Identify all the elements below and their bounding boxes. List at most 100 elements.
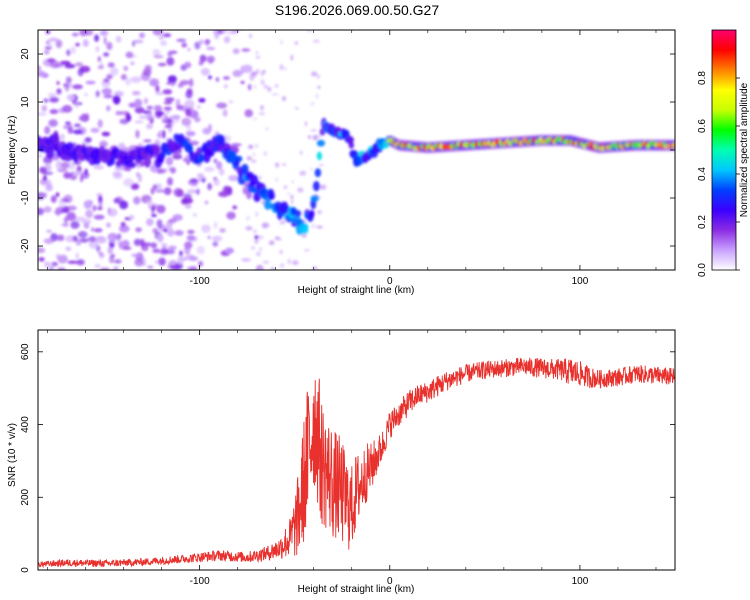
spectrogram-cell: [39, 166, 47, 174]
spectrogram-cell: [134, 98, 143, 108]
spectrogram-cell: [74, 100, 80, 109]
spectrogram-cell: [223, 186, 230, 191]
spectrogram-cell: [165, 109, 171, 114]
spectrogram-cell: [160, 40, 168, 46]
spectrogram-cell: [55, 192, 60, 198]
spectrogram-cell: [242, 64, 253, 73]
colorbar-tick-label: 0.0: [697, 263, 708, 277]
spectrogram-cell: [103, 78, 110, 83]
spectrogram-cell: [67, 127, 74, 134]
spectrogram-cell: [46, 229, 52, 233]
spectrogram-cell: [113, 259, 122, 264]
spectrogram-cell: [176, 105, 184, 111]
spectrogram-cell: [99, 61, 104, 70]
spectrogram-cell: [274, 236, 280, 240]
spectrogram-cell: [240, 80, 245, 84]
spectrogram-cell: [123, 65, 129, 72]
spectrogram-cell: [181, 117, 192, 127]
spectrogram-cell: [95, 245, 101, 252]
spectrogram-cell: [281, 96, 287, 102]
spectrogram-cell: [81, 218, 92, 225]
spectrogram-cell: [167, 52, 173, 57]
spectrogram-ylabel: Frequency (Hz): [7, 116, 18, 185]
spectrogram-cell: [241, 48, 251, 52]
spectrogram-cell: [110, 253, 116, 258]
spectrogram-cell: [279, 250, 283, 254]
spectrogram-cell: [262, 260, 270, 264]
spectrogram-cell: [310, 101, 315, 106]
colorbar: 0.0 0.2 0.4 0.6 0.8 Normalized spectral ampl…: [697, 29, 750, 277]
spectrogram-cell: [125, 77, 132, 86]
spectrogram-cell: [146, 123, 153, 130]
spectrogram-cell: [316, 134, 322, 138]
spectrogram-cell: [345, 135, 355, 144]
spectrogram-cell: [75, 42, 80, 47]
spectrogram-cell: [263, 199, 272, 210]
spectrogram-cell: [180, 198, 188, 205]
spectrogram-cell: [249, 174, 259, 185]
spectrogram-cell: [146, 105, 153, 110]
spectrogram-cell: [158, 257, 166, 266]
spectrogram-cell: [312, 266, 318, 270]
colorbar-tick-label: 0.2: [697, 215, 708, 229]
spectrogram-cell: [128, 162, 137, 169]
snr-ylabel: SNR (10 * v/v): [7, 423, 18, 487]
spectrogram-cell: [64, 63, 76, 69]
spectrogram-cell: [41, 105, 48, 112]
spectrogram-cell: [150, 242, 158, 249]
spectrogram-cell: [144, 64, 152, 72]
spectrogram-cell: [184, 61, 192, 69]
spectrogram-cell: [247, 83, 252, 91]
spectrogram-cell: [42, 175, 47, 181]
spectrogram-cell: [61, 198, 70, 202]
spectrogram-cell: [134, 106, 145, 114]
spectrogram-cell: [279, 64, 284, 71]
spectrogram-cell: [66, 94, 75, 101]
spectrogram-cell: [165, 156, 174, 166]
spectrogram-cell: [38, 207, 45, 216]
spectrogram-cell: [65, 235, 77, 243]
spectrogram-cell: [64, 83, 70, 92]
spectrogram-cell: [115, 35, 122, 43]
spectrogram-cell: [318, 163, 324, 167]
spectrogram-cell: [186, 234, 195, 241]
spectrogram-cell: [143, 139, 152, 143]
spectrogram-cell: [48, 266, 54, 270]
spectrogram-cell: [174, 229, 184, 236]
spectrogram-cell: [106, 222, 111, 228]
spectrogram-cell: [107, 62, 115, 68]
spectrogram-cell: [202, 127, 212, 135]
spectrogram-cell: [194, 116, 201, 123]
spectrogram-cell: [172, 114, 181, 120]
spectrogram-cell: [198, 60, 204, 66]
spectrogram-cell: [204, 166, 215, 172]
spectrogram-xtick-label: -100: [190, 276, 210, 287]
spectrogram-cell: [137, 173, 142, 183]
spectrogram-cell: [212, 240, 219, 247]
spectrogram-cell: [251, 71, 257, 78]
spectrogram-cell: [224, 247, 235, 254]
spectrogram-cell: [80, 113, 89, 123]
spectrogram-cell: [143, 97, 149, 105]
spectrogram-cell: [200, 67, 210, 76]
spectrogram-cell: [150, 187, 155, 195]
spectrogram-cell: [154, 110, 165, 116]
spectrogram-cell: [201, 224, 211, 233]
spectrogram-cell: [73, 171, 82, 176]
spectrogram-cell: [44, 261, 51, 268]
spectrogram-cell: [263, 150, 268, 157]
snr-ytick-label: 400: [20, 416, 31, 433]
spectrogram-cell: [106, 73, 113, 80]
spectrogram-cell: [258, 112, 266, 115]
spectrogram-cell: [152, 80, 157, 87]
spectrogram-cell: [179, 79, 190, 86]
spectrogram-cell: [185, 108, 192, 117]
spectrogram-cell: [163, 228, 168, 233]
spectrogram-cell: [265, 127, 269, 131]
spectrogram-cell: [52, 134, 60, 146]
spectrogram-cell: [127, 114, 132, 122]
spectrogram-cell: [93, 228, 103, 233]
spectrogram-cell: [93, 164, 104, 170]
spectrogram-cell: [222, 109, 228, 117]
